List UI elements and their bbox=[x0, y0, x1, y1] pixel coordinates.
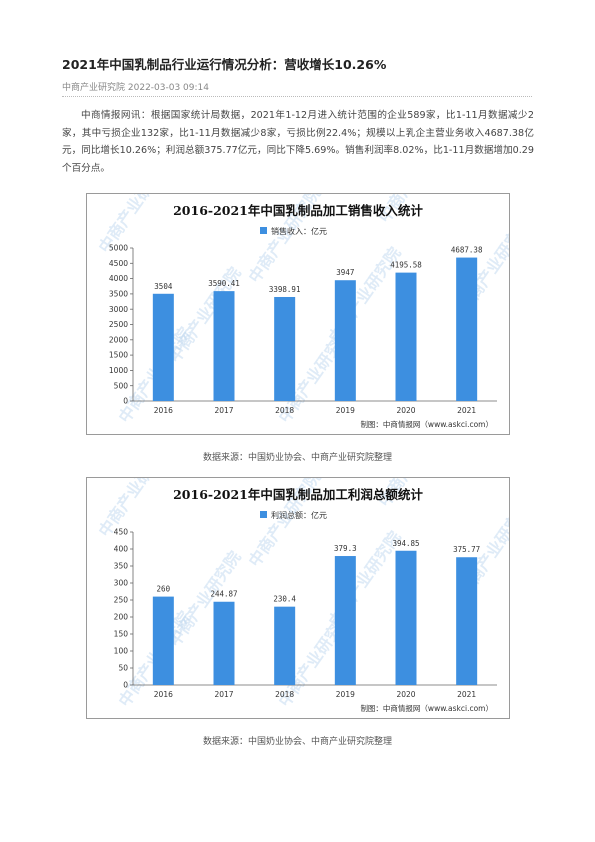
x-tick-label: 2016 bbox=[154, 406, 173, 415]
y-tick-label: 1000 bbox=[109, 366, 128, 375]
bar-value-label: 375.77 bbox=[453, 545, 480, 554]
bar bbox=[456, 257, 478, 401]
watermark-text: 中商产业研究院 bbox=[95, 478, 175, 540]
chart-title: 2016-2021年中国乳制品加工销售收入统计 bbox=[173, 203, 423, 218]
legend-label: 销售收入：亿元 bbox=[271, 226, 327, 236]
article-title: 2021年中国乳制品行业运行情况分析：营收增长10.26% bbox=[62, 57, 387, 72]
legend-label: 利润总额：亿元 bbox=[271, 510, 327, 520]
y-tick-label: 1500 bbox=[109, 351, 128, 360]
x-tick-label: 2018 bbox=[275, 690, 294, 699]
revenue-chart: 中商产业研究院 中商产业研究院 中商产业研究院 中商产业研究院 中商产业研究院 中商产业研… bbox=[86, 193, 510, 435]
x-tick-label: 2017 bbox=[214, 406, 233, 415]
bar-value-label: 4687.38 bbox=[451, 246, 483, 255]
bar bbox=[456, 557, 478, 685]
chart-credit: 制图：中商情报网（www.askci.com） bbox=[360, 419, 493, 429]
y-tick-label: 300 bbox=[114, 579, 129, 588]
y-tick-label: 50 bbox=[118, 664, 128, 673]
y-tick-label: 0 bbox=[123, 397, 128, 406]
bar bbox=[152, 596, 174, 685]
bar bbox=[274, 296, 296, 401]
bar bbox=[395, 550, 417, 685]
legend-swatch bbox=[260, 511, 267, 518]
article-source[interactable]: 中商产业研究院 bbox=[62, 83, 126, 93]
profit-chart: 中商产业研究院 中商产业研究院 中商产业研究院 中商产业研究院 中商产业研究院 中商产业研… bbox=[86, 477, 510, 719]
y-tick-label: 4000 bbox=[109, 274, 128, 283]
bar-value-label: 260 bbox=[157, 585, 171, 594]
bar bbox=[395, 272, 417, 401]
bar-value-label: 230.4 bbox=[273, 595, 296, 604]
y-tick-label: 400 bbox=[114, 545, 129, 554]
x-tick-label: 2016 bbox=[154, 690, 173, 699]
watermark-text: 中商产业研究院 bbox=[95, 194, 175, 256]
bar bbox=[334, 556, 356, 685]
x-tick-label: 2020 bbox=[396, 406, 415, 415]
bar-value-label: 244.87 bbox=[210, 590, 237, 599]
bar bbox=[213, 601, 235, 685]
x-tick-label: 2021 bbox=[457, 406, 476, 415]
y-tick-label: 4500 bbox=[109, 259, 128, 268]
bar-value-label: 3947 bbox=[336, 268, 354, 277]
bar bbox=[274, 606, 296, 685]
x-tick-label: 2020 bbox=[396, 690, 415, 699]
y-tick-label: 5000 bbox=[109, 244, 128, 253]
bar bbox=[152, 293, 174, 401]
y-tick-label: 350 bbox=[114, 562, 129, 571]
y-tick-label: 2500 bbox=[109, 320, 128, 329]
bar-value-label: 3398.91 bbox=[269, 285, 301, 294]
bar bbox=[334, 280, 356, 401]
y-tick-label: 3500 bbox=[109, 290, 128, 299]
bar-value-label: 394.85 bbox=[392, 539, 419, 548]
y-tick-label: 100 bbox=[114, 647, 129, 656]
x-tick-label: 2019 bbox=[336, 690, 355, 699]
article-datetime: 2022-03-03 09:14 bbox=[127, 83, 209, 93]
bar-value-label: 3590.41 bbox=[208, 279, 240, 288]
x-tick-label: 2021 bbox=[457, 690, 476, 699]
legend-swatch bbox=[260, 227, 267, 234]
y-tick-label: 0 bbox=[123, 681, 128, 690]
x-tick-label: 2017 bbox=[214, 690, 233, 699]
bar-value-label: 379.3 bbox=[334, 544, 357, 553]
x-tick-label: 2018 bbox=[275, 406, 294, 415]
bar-value-label: 3504 bbox=[154, 282, 173, 291]
profit-chart-caption: 数据来源：中国奶业协会、中商产业研究院整理 bbox=[202, 737, 392, 747]
revenue-chart-caption: 数据来源：中国奶业协会、中商产业研究院整理 bbox=[202, 453, 392, 463]
chart-credit: 制图：中商情报网（www.askci.com） bbox=[360, 703, 493, 713]
article-paragraph: 中商情报网讯：根据国家统计局数据，2021年1-12月进入统计范围的企业589家… bbox=[62, 110, 534, 174]
y-tick-label: 3000 bbox=[109, 305, 128, 314]
y-tick-label: 200 bbox=[114, 613, 129, 622]
y-tick-label: 2000 bbox=[109, 335, 128, 344]
y-tick-label: 150 bbox=[114, 630, 129, 639]
bar-value-label: 4195.58 bbox=[390, 261, 422, 270]
y-tick-label: 250 bbox=[114, 596, 129, 605]
bar bbox=[213, 291, 235, 401]
y-tick-label: 500 bbox=[114, 381, 129, 390]
chart-title: 2016-2021年中国乳制品加工利润总额统计 bbox=[173, 487, 423, 502]
divider bbox=[62, 96, 532, 97]
x-tick-label: 2019 bbox=[336, 406, 355, 415]
article-meta: 中商产业研究院 2022-03-03 09:14 bbox=[62, 80, 209, 93]
y-tick-label: 450 bbox=[114, 528, 129, 537]
